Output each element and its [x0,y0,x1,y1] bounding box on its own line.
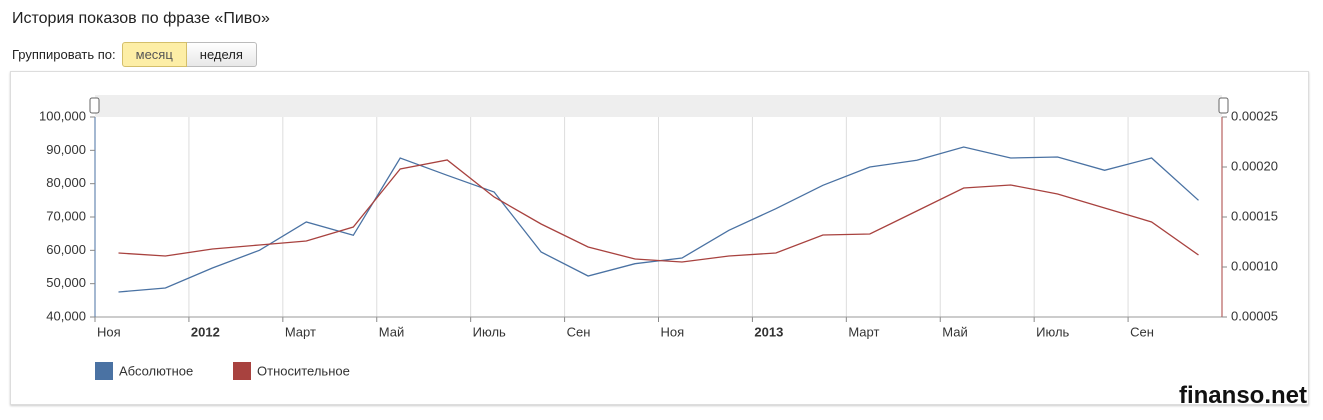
month-button[interactable]: месяц [121,42,187,67]
y2-tick-label: 0.00015 [1231,208,1278,223]
x-tick-label: Июль [473,324,506,339]
group-label: Группировать по: [12,47,116,62]
week-button[interactable]: неделя [186,42,257,67]
scroll-band [95,95,1222,117]
scroll-handle[interactable] [89,97,100,114]
x-tick-label: Март [848,324,879,339]
page-title: История показов по фразе «Пиво» [12,10,270,27]
legend-label: Абсолютное [119,363,193,378]
x-tick-label: Май [942,324,967,339]
y2-tick-label: 0.00010 [1231,258,1278,273]
x-tick-label: Ноя [97,324,121,339]
x-tick-label: Сен [567,324,591,339]
y-tick-label: 90,000 [46,142,86,157]
legend-swatch [95,362,113,380]
y-tick-label: 80,000 [46,175,86,190]
x-tick-label: Ноя [661,324,685,339]
watermark: finanso.net [1178,382,1307,409]
x-tick-label: Март [285,324,316,339]
x-tick-label: Май [379,324,404,339]
x-tick-label: 2012 [191,324,220,339]
y2-tick-label: 0.00005 [1231,308,1278,323]
y-tick-label: 60,000 [46,242,86,257]
x-tick-label: 2013 [754,324,783,339]
legend-label: Относительное [257,363,350,378]
chart-frame [10,71,1309,405]
y2-tick-label: 0.00020 [1231,158,1278,173]
group-controls: Группировать по: месяц неделя [12,42,257,67]
y-tick-label: 100,000 [39,108,86,123]
legend-swatch [233,362,251,380]
y2-tick-label: 0.00025 [1231,108,1278,123]
x-tick-label: Июль [1036,324,1069,339]
x-tick-label: Сен [1130,324,1154,339]
y-tick-label: 50,000 [46,275,86,290]
y-tick-label: 40,000 [46,308,86,323]
scroll-handle[interactable] [1218,97,1229,114]
series-line [118,159,1199,263]
y-tick-label: 70,000 [46,208,86,223]
